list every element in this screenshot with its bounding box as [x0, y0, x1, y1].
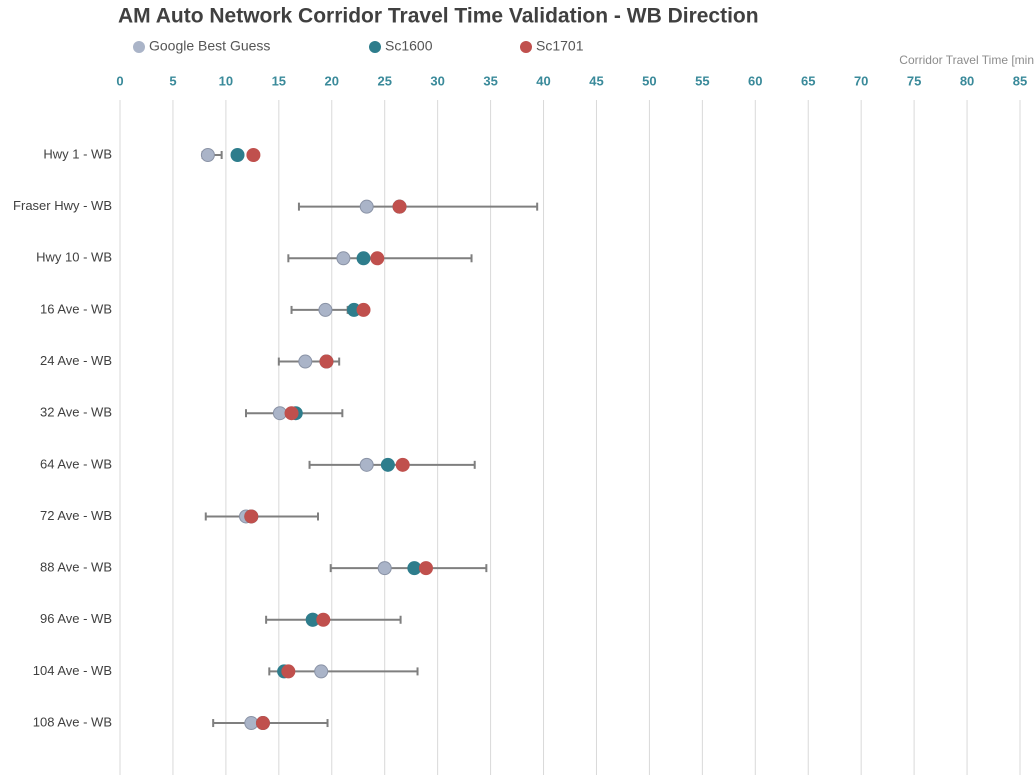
- chart-title: AM Auto Network Corridor Travel Time Val…: [118, 5, 759, 28]
- dot: [298, 354, 313, 369]
- dot: [319, 354, 334, 369]
- y-tick-label: 24 Ave - WB: [40, 353, 112, 368]
- x-tick-label: 35: [483, 73, 497, 88]
- y-tick-label: Fraser Hwy - WB: [13, 198, 112, 213]
- legend-label: Google Best Guess: [149, 38, 270, 54]
- dot: [377, 561, 392, 576]
- dot: [284, 406, 299, 421]
- x-tick-label: 40: [536, 73, 550, 88]
- x-tick-label: 0: [116, 73, 123, 88]
- x-tick-label: 70: [854, 73, 868, 88]
- dot: [244, 716, 259, 731]
- x-tick-label: 5: [169, 73, 176, 88]
- dot: [281, 664, 296, 679]
- x-tick-label: 20: [325, 73, 339, 88]
- y-tick-label: 72 Ave - WB: [40, 508, 112, 523]
- y-tick-label: 104 Ave - WB: [33, 663, 112, 678]
- legend-label: Sc1701: [536, 38, 584, 54]
- dot: [246, 148, 261, 162]
- dot: [316, 612, 331, 627]
- dot: [392, 199, 407, 214]
- dot: [356, 302, 371, 317]
- x-tick-label: 50: [642, 73, 656, 88]
- x-tick-label: 55: [695, 73, 709, 88]
- dot: [359, 199, 374, 214]
- dot: [407, 561, 422, 576]
- x-tick-label: 10: [219, 73, 233, 88]
- x-tick-label: 60: [748, 73, 762, 88]
- dot: [356, 251, 371, 266]
- legend-marker: [369, 41, 381, 53]
- legend-marker: [133, 41, 145, 53]
- dot: [318, 302, 333, 317]
- y-tick-label: 88 Ave - WB: [40, 560, 112, 575]
- y-tick-label: 108 Ave - WB: [33, 714, 112, 729]
- y-tick-label: Hwy 1 - WB: [43, 146, 112, 161]
- y-tick-label: 16 Ave - WB: [40, 301, 112, 316]
- x-tick-label: 45: [589, 73, 603, 88]
- dot: [314, 664, 329, 679]
- dot: [336, 251, 351, 266]
- dot: [395, 457, 410, 472]
- y-tick-label: 32 Ave - WB: [40, 405, 112, 420]
- legend-marker: [520, 41, 532, 53]
- x-tick-label: 85: [1013, 73, 1027, 88]
- y-tick-label: Hwy 10 - WB: [36, 250, 112, 265]
- x-tick-label: 15: [272, 73, 286, 88]
- x-tick-label: 80: [960, 73, 974, 88]
- dot: [419, 561, 433, 576]
- x-tick-label: 75: [907, 73, 921, 88]
- y-tick-label: 96 Ave - WB: [40, 611, 112, 626]
- dot: [359, 457, 374, 472]
- legend-label: Sc1600: [385, 38, 433, 54]
- dot: [230, 148, 245, 162]
- y-tick-label: 64 Ave - WB: [40, 456, 112, 471]
- dot: [255, 716, 270, 731]
- dot: [244, 509, 259, 524]
- dot: [200, 148, 215, 162]
- x-axis-label: Corridor Travel Time [min: [899, 53, 1034, 67]
- x-tick-label: 30: [430, 73, 444, 88]
- x-tick-label: 25: [377, 73, 391, 88]
- x-tick-label: 65: [801, 73, 815, 88]
- dot: [380, 457, 395, 472]
- dot: [272, 406, 287, 421]
- dot: [370, 251, 385, 266]
